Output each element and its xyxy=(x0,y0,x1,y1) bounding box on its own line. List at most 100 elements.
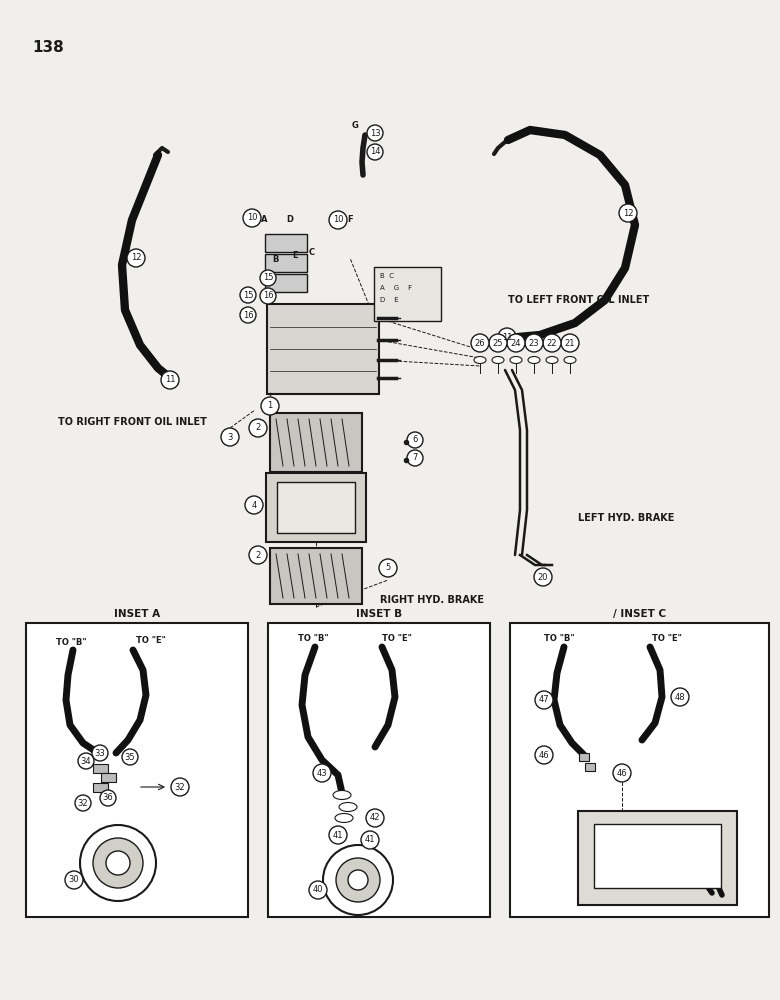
FancyBboxPatch shape xyxy=(265,234,307,252)
Circle shape xyxy=(336,858,380,902)
Circle shape xyxy=(161,371,179,389)
Text: C: C xyxy=(309,248,315,257)
Circle shape xyxy=(366,809,384,827)
Text: 41: 41 xyxy=(365,836,375,844)
FancyBboxPatch shape xyxy=(585,763,595,771)
Ellipse shape xyxy=(564,357,576,363)
Text: 35: 35 xyxy=(125,752,135,762)
Circle shape xyxy=(361,831,379,849)
Text: TO "E": TO "E" xyxy=(652,634,682,643)
Ellipse shape xyxy=(528,357,540,363)
FancyBboxPatch shape xyxy=(277,482,355,533)
Text: 14: 14 xyxy=(370,147,381,156)
Circle shape xyxy=(543,334,561,352)
Text: B: B xyxy=(271,255,278,264)
Text: 4: 4 xyxy=(251,500,257,510)
Text: TO "E": TO "E" xyxy=(382,634,412,643)
Text: 3: 3 xyxy=(227,432,232,442)
Text: E: E xyxy=(292,251,298,260)
Text: TO LEFT FRONT OIL INLET: TO LEFT FRONT OIL INLET xyxy=(508,295,649,305)
Circle shape xyxy=(534,568,552,586)
Circle shape xyxy=(313,764,331,782)
Circle shape xyxy=(407,450,423,466)
Circle shape xyxy=(260,288,276,304)
Circle shape xyxy=(93,838,143,888)
FancyBboxPatch shape xyxy=(270,413,362,472)
Text: 47: 47 xyxy=(539,696,549,704)
Circle shape xyxy=(92,745,108,761)
Text: 25: 25 xyxy=(493,338,503,348)
Text: TO "E": TO "E" xyxy=(136,636,166,645)
Text: 34: 34 xyxy=(80,756,91,766)
Text: 11: 11 xyxy=(502,332,512,342)
Circle shape xyxy=(249,419,267,437)
Text: 1: 1 xyxy=(268,401,273,410)
Text: INSET B: INSET B xyxy=(356,609,402,619)
Text: 32: 32 xyxy=(78,798,88,808)
Circle shape xyxy=(329,211,347,229)
Circle shape xyxy=(106,851,130,875)
Text: 40: 40 xyxy=(313,886,323,894)
Text: F: F xyxy=(347,215,353,224)
Text: / INSET C: / INSET C xyxy=(613,609,666,619)
Circle shape xyxy=(498,328,516,346)
Text: 33: 33 xyxy=(94,748,105,758)
Text: 11: 11 xyxy=(165,375,176,384)
Circle shape xyxy=(561,334,579,352)
Text: 138: 138 xyxy=(32,40,64,55)
Circle shape xyxy=(535,691,553,709)
Text: 13: 13 xyxy=(370,128,381,137)
Text: 2: 2 xyxy=(255,550,261,560)
Ellipse shape xyxy=(546,357,558,363)
Circle shape xyxy=(507,334,525,352)
FancyBboxPatch shape xyxy=(93,764,108,772)
Text: B  C: B C xyxy=(380,273,394,279)
Circle shape xyxy=(127,249,145,267)
Text: TO "B": TO "B" xyxy=(544,634,575,643)
Ellipse shape xyxy=(339,802,357,812)
Text: 10: 10 xyxy=(246,214,257,223)
FancyBboxPatch shape xyxy=(374,267,441,321)
Circle shape xyxy=(243,209,261,227)
FancyBboxPatch shape xyxy=(270,548,362,604)
FancyBboxPatch shape xyxy=(93,782,108,792)
Text: 41: 41 xyxy=(333,830,343,840)
Text: 32: 32 xyxy=(175,782,186,792)
Circle shape xyxy=(671,688,689,706)
FancyBboxPatch shape xyxy=(265,274,307,292)
Text: 16: 16 xyxy=(263,292,273,300)
Circle shape xyxy=(379,559,397,577)
Circle shape xyxy=(323,845,393,915)
Circle shape xyxy=(75,795,91,811)
Circle shape xyxy=(525,334,543,352)
Text: G: G xyxy=(352,121,359,130)
FancyBboxPatch shape xyxy=(267,304,379,394)
Text: 36: 36 xyxy=(103,794,113,802)
Text: 24: 24 xyxy=(511,338,521,348)
Circle shape xyxy=(78,753,94,769)
Text: INSET A: INSET A xyxy=(114,609,160,619)
Circle shape xyxy=(367,125,383,141)
Circle shape xyxy=(348,870,368,890)
Text: 16: 16 xyxy=(243,310,254,320)
Circle shape xyxy=(122,749,138,765)
Text: TO "B": TO "B" xyxy=(56,638,87,647)
FancyBboxPatch shape xyxy=(101,772,115,782)
FancyBboxPatch shape xyxy=(578,811,737,905)
Text: 5: 5 xyxy=(385,564,391,572)
Text: 22: 22 xyxy=(547,338,557,348)
Circle shape xyxy=(613,764,631,782)
Text: 26: 26 xyxy=(475,338,485,348)
FancyBboxPatch shape xyxy=(265,254,307,272)
Circle shape xyxy=(80,825,156,901)
Text: 21: 21 xyxy=(565,338,576,348)
Text: TO "B": TO "B" xyxy=(298,634,328,643)
Text: 15: 15 xyxy=(263,273,273,282)
Text: LEFT HYD. BRAKE: LEFT HYD. BRAKE xyxy=(578,513,675,523)
Circle shape xyxy=(65,871,83,889)
Text: 30: 30 xyxy=(69,876,80,884)
Ellipse shape xyxy=(333,790,351,800)
Circle shape xyxy=(619,204,637,222)
Text: 12: 12 xyxy=(131,253,141,262)
Ellipse shape xyxy=(474,357,486,363)
